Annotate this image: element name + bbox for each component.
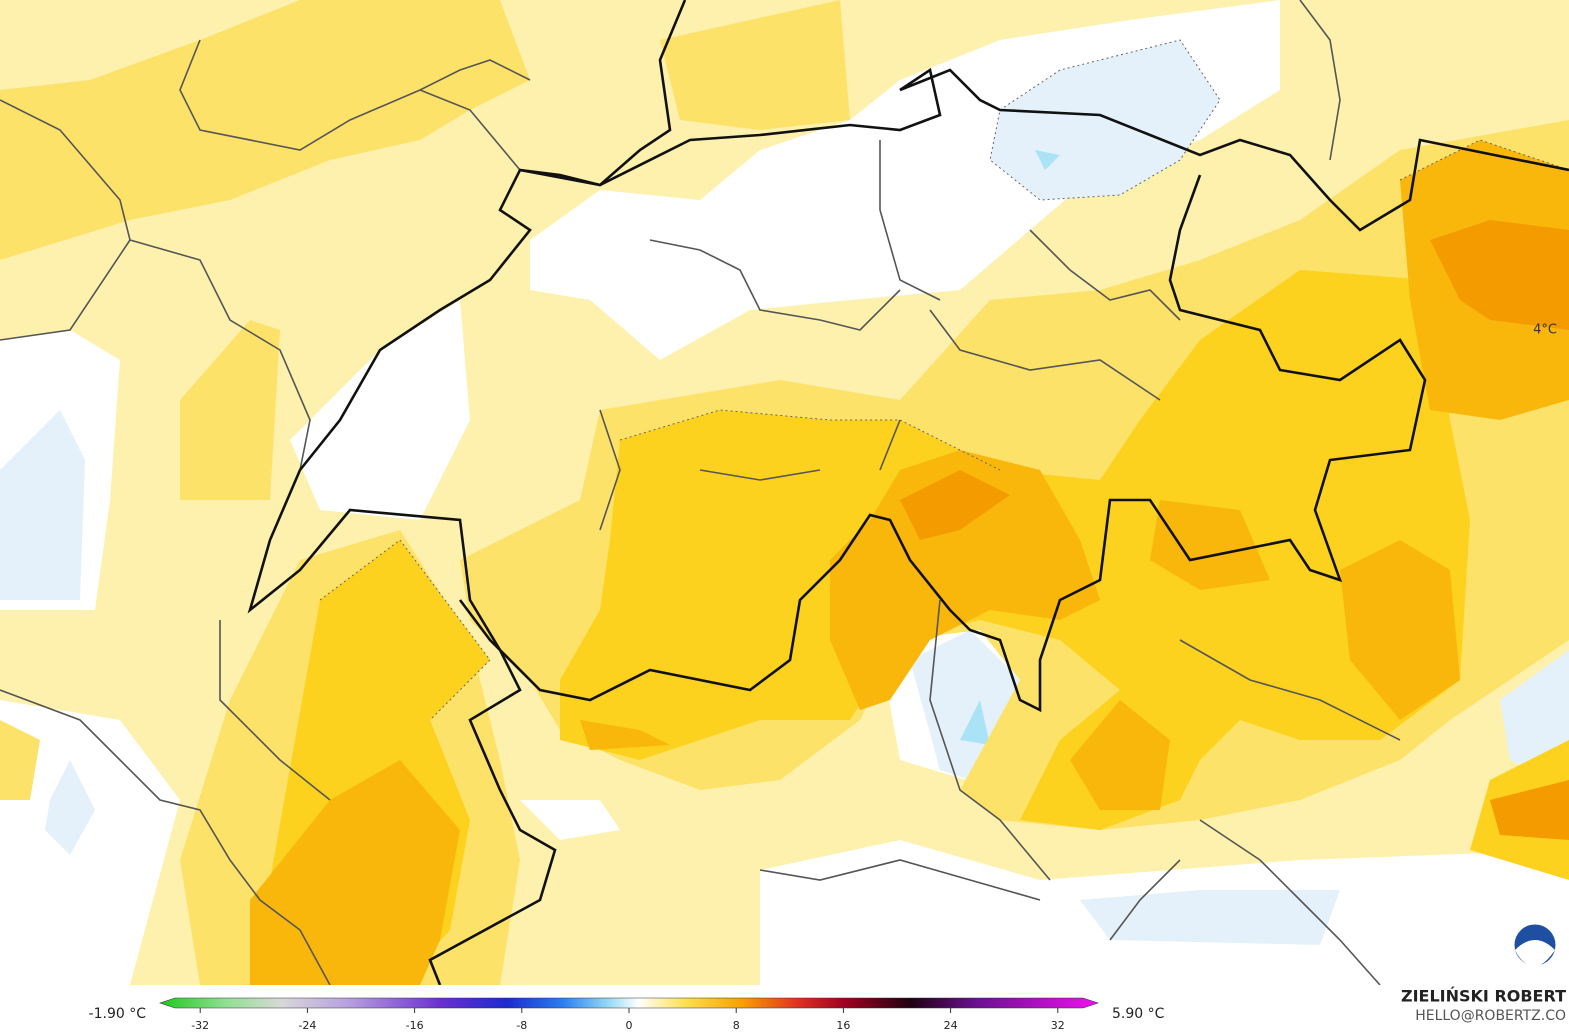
colorbar-tick-label: 0 [626,1019,633,1032]
colorbar-bar [159,997,1099,1009]
colorbar: -1.90 °C 5.90 °C -32 -24 -16 -8 0 8 16 24 32 [89,997,1165,1032]
map: 4°C [0,0,1569,986]
min-label: -1.90 °C [89,1006,147,1022]
colorbar-tick-label: -32 [191,1019,209,1032]
area-label: 4°C [1533,323,1557,338]
credit-name: ZIELIŃSKI ROBERT [1401,987,1566,1006]
colorbar-tick-label: 24 [944,1019,958,1032]
colorbar-tick-label: -8 [516,1019,527,1032]
colorbar-tick-label: -16 [406,1019,424,1032]
credit-contact: HELLO@ROBERTZ.CO [1415,1008,1566,1024]
colorbar-tick-label: 16 [836,1019,850,1032]
colorbar-tick-label: -24 [298,1019,316,1032]
colorbar-tick-label: 32 [1051,1019,1065,1032]
colorbar-tick-label: 8 [733,1019,740,1032]
max-label: 5.90 °C [1112,1006,1165,1022]
